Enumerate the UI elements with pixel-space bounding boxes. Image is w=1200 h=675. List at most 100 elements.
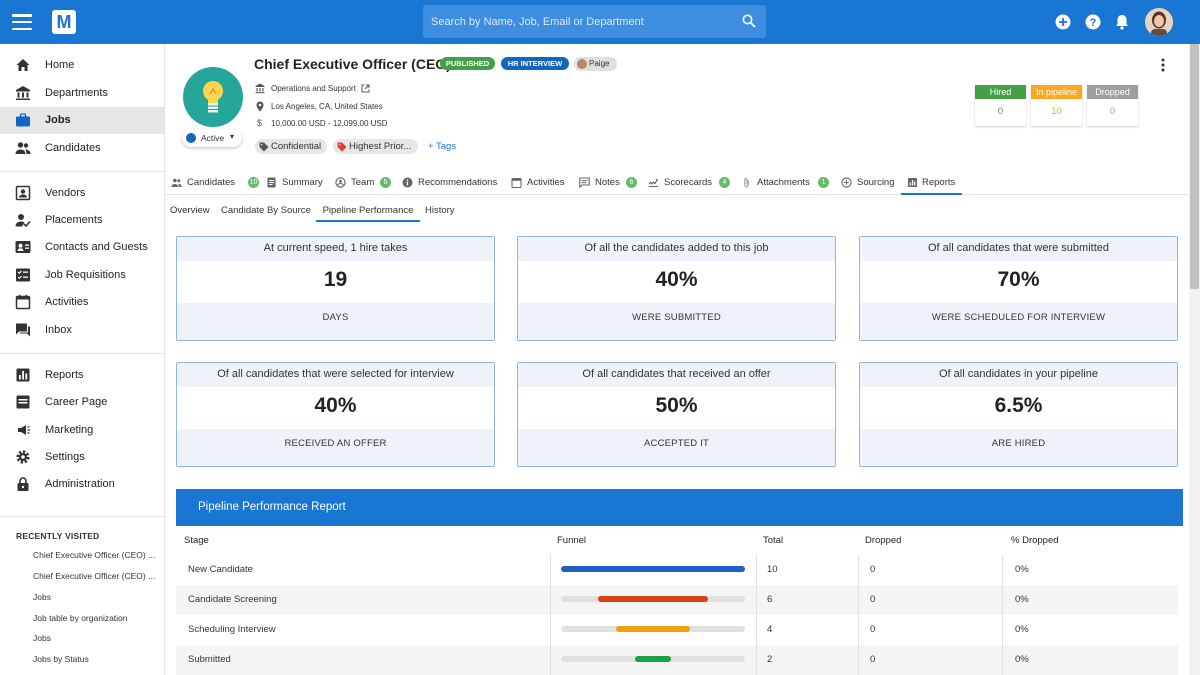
- search-icon[interactable]: [742, 14, 756, 28]
- stat-dropped[interactable]: Dropped 0: [1087, 85, 1138, 126]
- sidebar-item-vendors[interactable]: Vendors: [0, 180, 164, 207]
- count-badge: 10: [248, 177, 259, 188]
- table-row: Candidate Screening 6 0 0%: [176, 585, 1178, 615]
- gear-icon: [16, 450, 30, 464]
- location-pin-icon: [256, 101, 264, 112]
- sidebar-item-contacts-and-guests[interactable]: Contacts and Guests: [0, 234, 164, 261]
- stat-hired[interactable]: Hired 0: [975, 85, 1026, 126]
- kpi-value: 6.5%: [994, 394, 1043, 417]
- sidebar-item-departments[interactable]: Departments: [0, 80, 164, 107]
- recent-link[interactable]: Jobs by Status: [33, 654, 89, 664]
- sidebar-item-label: Jobs: [45, 114, 71, 126]
- sidebar-divider: [0, 353, 164, 354]
- tag-chip-priority[interactable]: Highest Prior...: [333, 139, 418, 154]
- tab-summary[interactable]: Summary: [266, 171, 328, 195]
- kpi-card: Of all candidates in your pipeline 6.5% …: [859, 362, 1178, 467]
- kpi-value: 19: [323, 268, 348, 291]
- sidebar-item-reports[interactable]: Reports: [0, 362, 164, 389]
- sidebar-item-jobs[interactable]: Jobs: [0, 107, 164, 134]
- funnel-bar: [561, 566, 745, 572]
- tab-sourcing[interactable]: Sourcing: [841, 171, 897, 195]
- app-logo[interactable]: M: [52, 10, 76, 34]
- web-page-icon: [16, 395, 30, 409]
- help-icon[interactable]: ?: [1084, 13, 1102, 31]
- checklist-icon: [16, 268, 30, 282]
- stat-label: In pipeline: [1031, 85, 1082, 99]
- tab-activities[interactable]: Activities: [511, 171, 569, 195]
- kpi-value: 50%: [655, 394, 698, 417]
- recent-link[interactable]: Chief Executive Officer (CEO) ...: [33, 550, 156, 560]
- add-tags-button[interactable]: + Tags: [428, 141, 457, 152]
- sidebar-item-activities[interactable]: Activities: [0, 289, 164, 316]
- tab-team[interactable]: Team 5: [335, 171, 393, 195]
- subtab-pipeline-performance[interactable]: Pipeline Performance: [316, 205, 420, 222]
- tag-icon: [259, 142, 269, 152]
- tab-notes[interactable]: Notes 6: [579, 171, 638, 195]
- subtab-history[interactable]: History: [425, 205, 455, 216]
- column-divider: [756, 585, 757, 615]
- tab-attachments[interactable]: Attachments 1: [741, 171, 830, 195]
- sidebar-item-inbox[interactable]: Inbox: [0, 317, 164, 344]
- recent-link[interactable]: Jobs: [33, 633, 51, 643]
- dropped-cell: 0: [870, 594, 876, 605]
- sidebar-item-placements[interactable]: Placements: [0, 207, 164, 234]
- recent-link[interactable]: Chief Executive Officer (CEO) ...: [33, 571, 156, 581]
- external-link-icon[interactable]: [361, 84, 370, 93]
- tab-candidates[interactable]: Candidates 10: [171, 171, 263, 195]
- status-dropdown[interactable]: Active ▾: [182, 129, 242, 147]
- sidebar-item-job-requisitions[interactable]: Job Requisitions: [0, 262, 164, 289]
- search-input[interactable]: [423, 5, 733, 38]
- tag-chip-confidential[interactable]: Confidential: [255, 139, 327, 154]
- tab-recommendations[interactable]: Recommendations: [402, 171, 500, 195]
- location-text: Los Angeles, CA, United States: [271, 102, 383, 111]
- sidebar-item-candidates[interactable]: Candidates: [0, 135, 164, 162]
- total-cell: 2: [767, 654, 773, 665]
- subtab-overview[interactable]: Overview: [170, 205, 210, 216]
- tab-scorecards[interactable]: Scorecards 4: [648, 171, 731, 195]
- department-name[interactable]: Operations and Support: [271, 84, 356, 93]
- count-badge: 5: [380, 177, 391, 188]
- svg-text:?: ?: [1090, 17, 1097, 29]
- sidebar-item-administration[interactable]: Administration: [0, 471, 164, 498]
- owner-chip[interactable]: Paige: [574, 57, 617, 71]
- kpi-value: 40%: [314, 394, 357, 417]
- dropped-cell: 0: [870, 564, 876, 575]
- column-divider: [858, 585, 859, 615]
- recent-link[interactable]: Job table by organization: [33, 613, 128, 623]
- report-header: Pipeline Performance Report: [176, 489, 1183, 526]
- add-circle-icon[interactable]: [1054, 13, 1072, 31]
- column-divider: [756, 645, 757, 675]
- user-avatar[interactable]: [1145, 8, 1173, 36]
- scrollbar-thumb[interactable]: [1190, 44, 1199, 289]
- tab-label: Candidates: [187, 177, 236, 188]
- sidebar-item-label: Activities: [45, 296, 89, 308]
- tag-label: Highest Prior...: [349, 141, 412, 152]
- people-icon: [171, 178, 182, 187]
- stat-value: 10: [1051, 106, 1062, 117]
- more-options-icon[interactable]: [1159, 57, 1167, 73]
- tag-label: Confidential: [271, 141, 322, 152]
- recent-link[interactable]: Jobs: [33, 592, 51, 602]
- sidebar-nav: Home Departments Jobs Candidates Vendors…: [0, 44, 165, 675]
- status-label: Active: [201, 133, 225, 143]
- subtab-candidate-by-source[interactable]: Candidate By Source: [221, 205, 311, 216]
- pct-dropped-cell: 0%: [1015, 654, 1029, 665]
- info-icon: [402, 177, 413, 188]
- bar-chart-icon: [16, 368, 30, 382]
- column-divider: [550, 555, 551, 585]
- stat-in-pipeline[interactable]: In pipeline 10: [1031, 85, 1082, 126]
- sidebar-item-marketing[interactable]: Marketing: [0, 417, 164, 444]
- notifications-bell-icon[interactable]: [1113, 13, 1131, 31]
- page-scrollbar[interactable]: [1189, 44, 1200, 675]
- sidebar-item-career-page[interactable]: Career Page: [0, 389, 164, 416]
- home-icon: [16, 59, 30, 71]
- sidebar-item-label: Settings: [45, 451, 85, 463]
- sidebar-item-home[interactable]: Home: [0, 52, 164, 79]
- kpi-caption: RECEIVED AN OFFER: [177, 429, 494, 466]
- tab-reports[interactable]: Reports: [901, 171, 962, 195]
- hamburger-menu-icon[interactable]: [12, 14, 32, 31]
- sidebar-item-settings[interactable]: Settings: [0, 444, 164, 471]
- kpi-card: Of all candidates that received an offer…: [517, 362, 836, 467]
- stage-cell: Submitted: [188, 654, 231, 665]
- kpi-description: Of all the candidates added to this job: [518, 237, 835, 261]
